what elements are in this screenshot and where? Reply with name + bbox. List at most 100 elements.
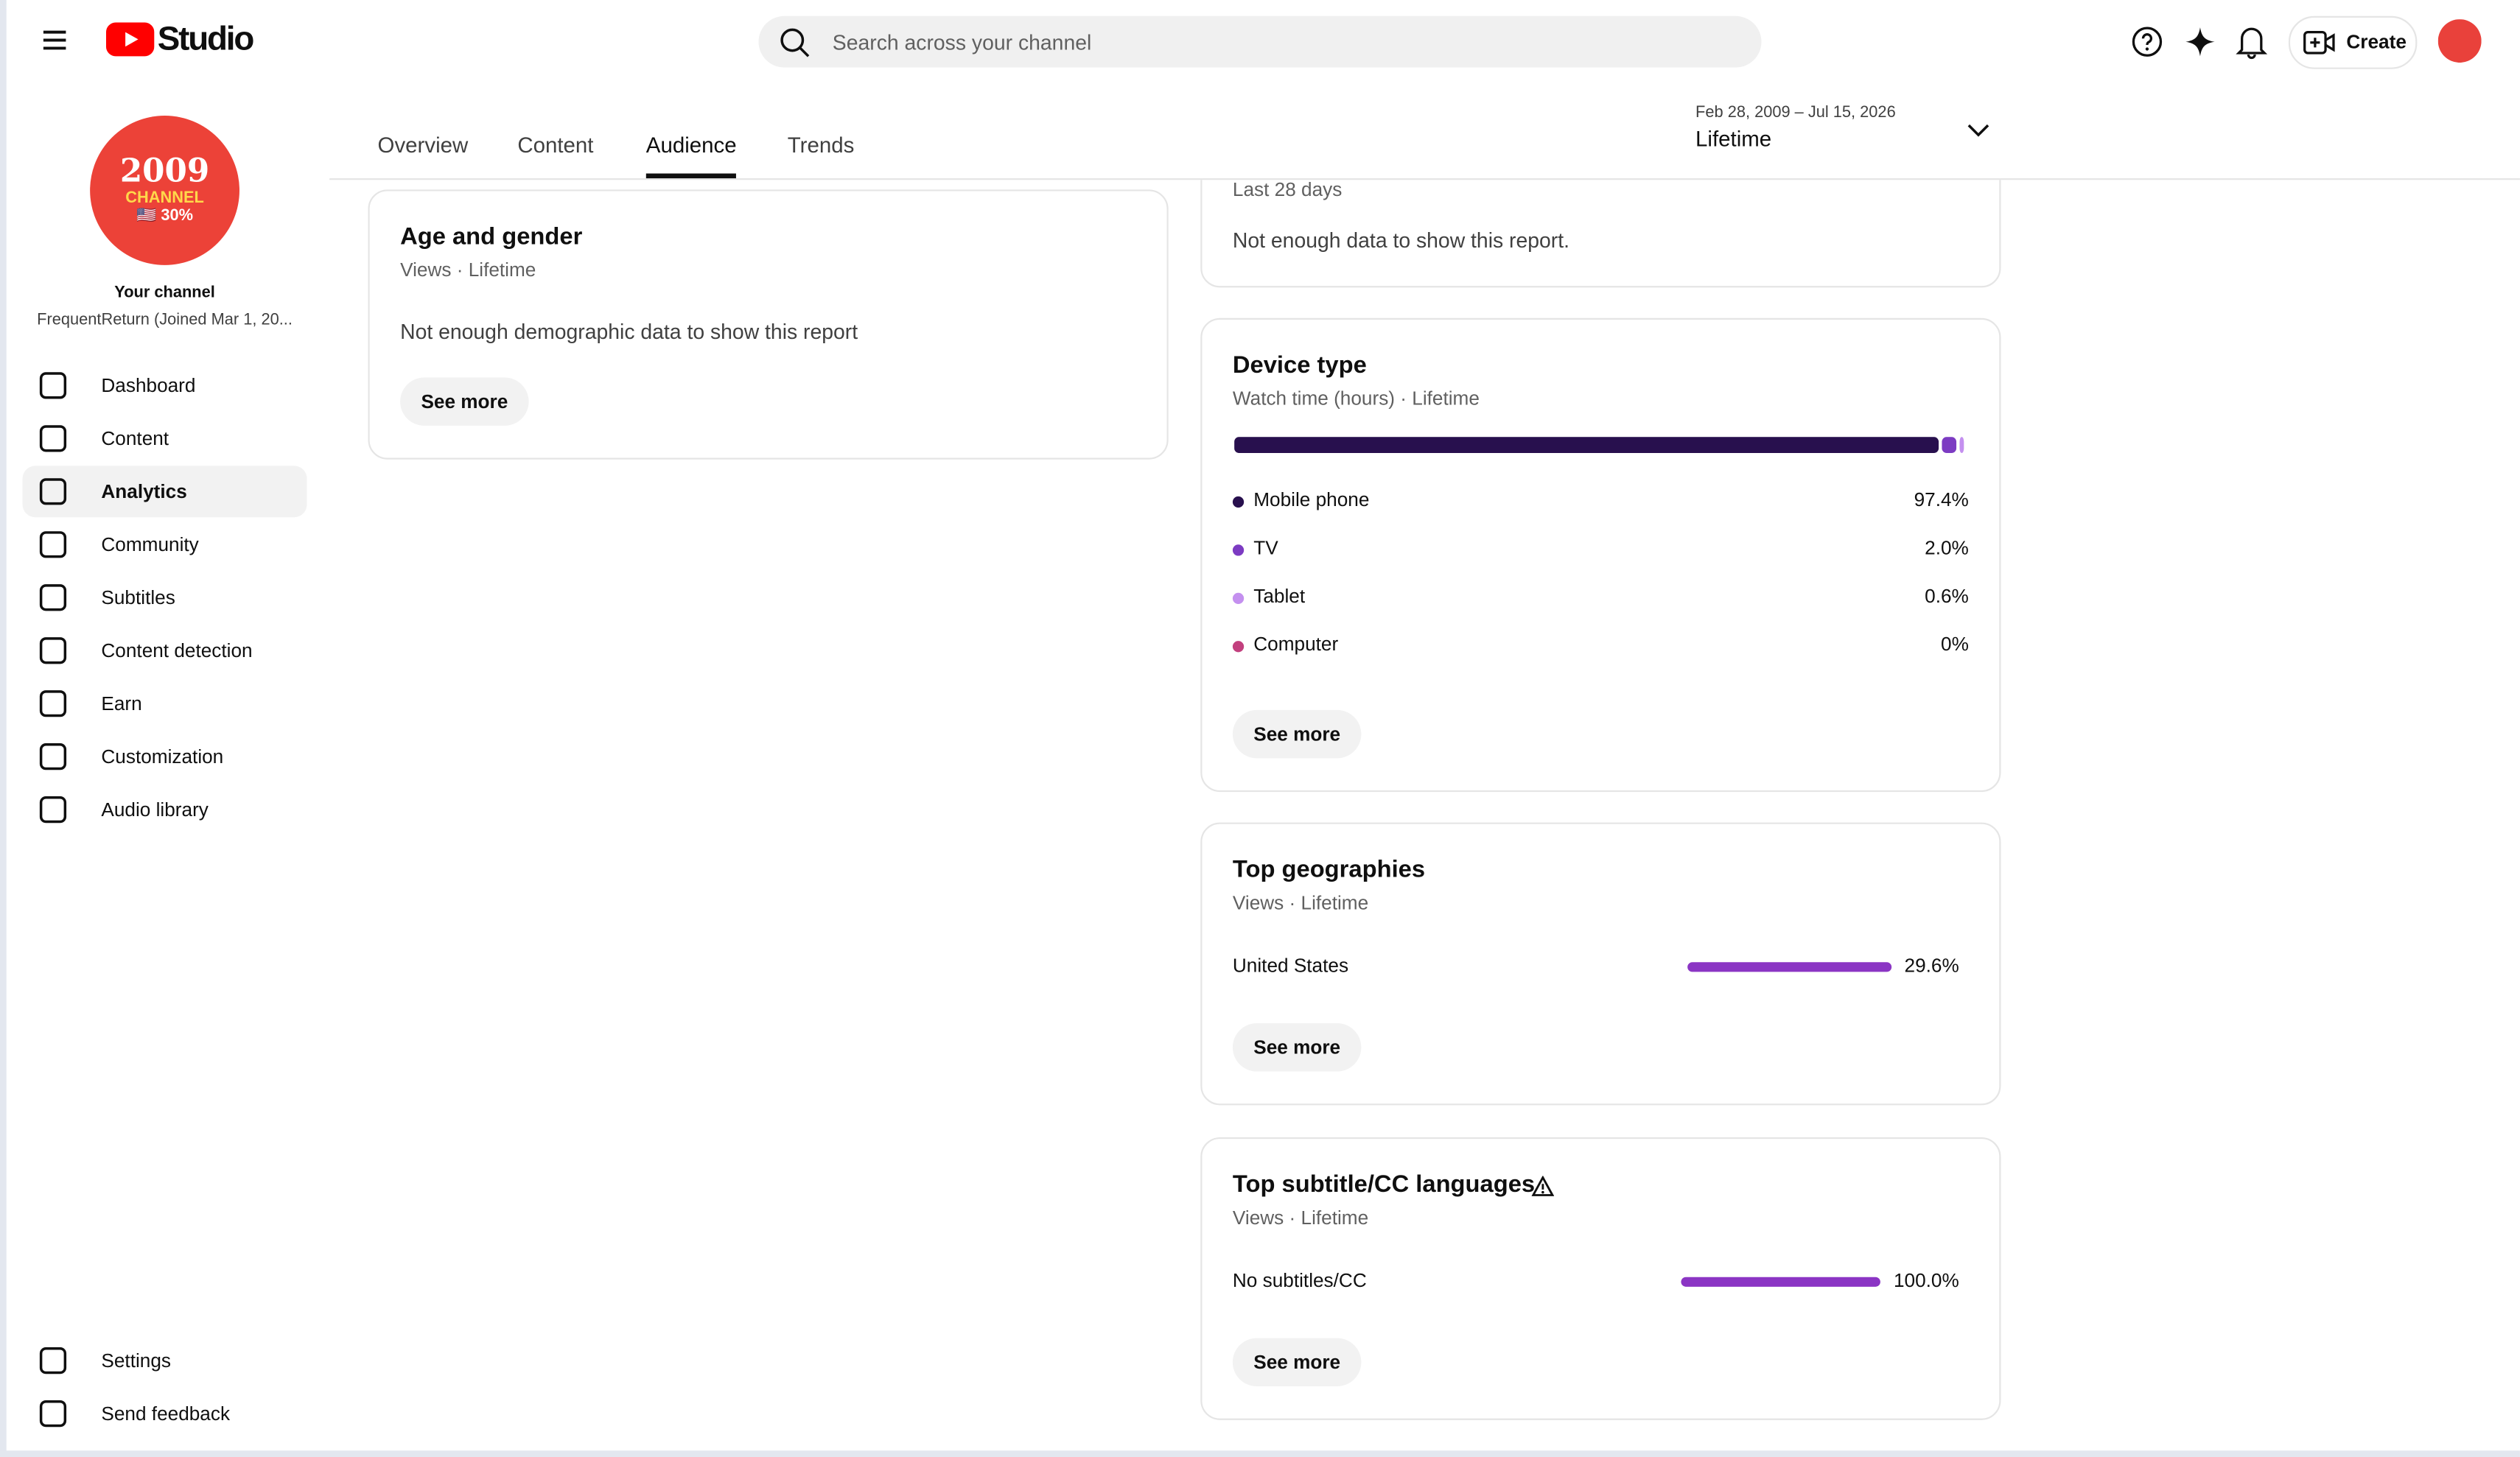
card-subtitle: Views · Lifetime	[400, 259, 536, 281]
see-more-button[interactable]: See more	[400, 377, 529, 426]
legend-value: 2.0%	[1925, 536, 1969, 559]
legend-value: 97.4%	[1914, 488, 1969, 511]
legend-name: Computer	[1253, 633, 1339, 656]
frame-bottom	[0, 1450, 2520, 1457]
nav-icon-shape	[39, 1347, 67, 1375]
legend-row: TV 2.0%	[1232, 536, 1969, 565]
nav-label: Settings	[101, 1349, 171, 1372]
logo-text: Studio	[157, 21, 255, 58]
nav-icon	[39, 531, 67, 558]
legend-dot	[1232, 592, 1245, 604]
nav-label: Subtitles	[101, 586, 175, 609]
channel-name: FrequentReturn (Joined Mar 1, 20...	[37, 312, 293, 330]
nav-icon	[39, 1347, 67, 1375]
card-device: Device type Watch time (hours) · Lifetim…	[1200, 317, 2001, 793]
row-value: 29.6%	[1904, 954, 1959, 977]
avatar-line: CHANNEL	[125, 189, 204, 208]
nav-item[interactable]: Content detection	[23, 625, 307, 676]
frame-left	[0, 0, 7, 1457]
row-value: 100.0%	[1893, 1268, 1959, 1292]
nav-label: Dashboard	[101, 374, 196, 397]
tab[interactable]: Content	[517, 133, 594, 158]
date-range: Feb 28, 2009 – Jul 15, 2026	[1695, 104, 1896, 122]
nav-icon-shape	[39, 372, 67, 399]
nav-icon-shape	[39, 743, 67, 770]
legend-name: Tablet	[1253, 584, 1306, 608]
nav-label: Community	[101, 533, 199, 556]
card-age-gender: Age and gender Views · Lifetime Not enou…	[368, 189, 1169, 460]
create-icon	[2303, 30, 2335, 55]
ai-button[interactable]	[2184, 26, 2216, 58]
see-more-button[interactable]: See more	[1232, 1023, 1362, 1072]
nav-item[interactable]: Community	[23, 519, 307, 570]
nav-icon	[39, 637, 67, 664]
notifications-button[interactable]	[2236, 24, 2268, 60]
see-more-button[interactable]: See more	[1232, 1338, 1362, 1387]
list-row: No subtitles/CC 100.0%	[1233, 1269, 1959, 1298]
youtube-logo[interactable]	[105, 22, 155, 58]
nav-icon	[39, 478, 67, 505]
nav-label: Content detection	[101, 639, 253, 662]
channel-label: Your channel	[114, 284, 215, 302]
nav-item[interactable]: Send feedback	[23, 1388, 307, 1439]
legend-row: Computer 0%	[1232, 633, 1969, 661]
nav-icon	[39, 425, 67, 452]
nav-label: Earn	[101, 692, 142, 715]
nav-item[interactable]: Audio library	[23, 784, 307, 835]
channel-avatar[interactable]: 2009 CHANNEL 🇺🇸 30%	[90, 116, 239, 265]
legend-name: Mobile phone	[1253, 488, 1370, 511]
tab-bar	[329, 83, 2520, 180]
nav-item[interactable]: Analytics	[22, 466, 307, 518]
nav-item[interactable]: Customization	[23, 731, 307, 782]
create-button[interactable]: Create	[2288, 15, 2418, 69]
nav-label: Customization	[101, 745, 224, 768]
nav-label: Send feedback	[101, 1402, 231, 1425]
device-segment	[1942, 437, 1957, 453]
date-dropdown[interactable]	[1967, 122, 1990, 138]
card-subtitles: Top subtitle/CC languages Views · Lifeti…	[1200, 1137, 2001, 1420]
avatar-line: 2009	[119, 150, 210, 190]
nav-icon-shape	[39, 690, 67, 717]
search-placeholder: Search across your channel	[832, 30, 1092, 55]
legend-name: TV	[1253, 536, 1278, 559]
nav-icon	[39, 1400, 67, 1428]
nav-icon-shape	[39, 796, 67, 824]
nav-item[interactable]: Content	[23, 412, 307, 464]
date-period[interactable]: Lifetime	[1695, 127, 1772, 151]
account-avatar[interactable]	[2437, 19, 2482, 63]
nav-item[interactable]: Earn	[23, 678, 307, 729]
list-row: United States 29.6%	[1233, 954, 1959, 983]
legend-dot	[1232, 544, 1245, 556]
card-subtitle: Views · Lifetime	[1232, 891, 1369, 914]
card-message: Not enough demographic data to show this…	[400, 319, 858, 344]
menu-button[interactable]	[42, 27, 68, 53]
nav-icon-shape	[39, 584, 67, 611]
nav-icon	[39, 743, 67, 770]
nav-item[interactable]: Settings	[23, 1335, 307, 1386]
help-button[interactable]	[2131, 26, 2163, 58]
nav-icon-shape	[39, 531, 67, 558]
tab[interactable]: Audience	[645, 133, 737, 158]
tab[interactable]: Trends	[787, 133, 855, 158]
nav-item[interactable]: Subtitles	[23, 572, 307, 623]
card-title: Age and gender	[400, 223, 583, 251]
row-name: United States	[1232, 954, 1349, 977]
card-title: Device type	[1232, 351, 1367, 379]
legend-value: 0%	[1941, 633, 1969, 656]
nav-icon	[39, 372, 67, 399]
see-more-button[interactable]: See more	[1232, 709, 1362, 759]
nav-label: Audio library	[101, 798, 209, 821]
legend-dot	[1232, 496, 1245, 508]
card-subtitle: Watch time (hours) · Lifetime	[1232, 387, 1480, 410]
device-bar	[1234, 437, 1964, 453]
create-label: Create	[2346, 30, 2407, 53]
nav-item[interactable]: Dashboard	[23, 359, 307, 411]
warning-icon[interactable]	[1531, 1176, 1555, 1196]
card-geographies: Top geographies Views · Lifetime United …	[1200, 822, 2001, 1106]
tab[interactable]: Overview	[377, 133, 469, 158]
search-icon	[780, 28, 810, 57]
search-box[interactable]: Search across your channel	[758, 15, 1762, 68]
device-segment	[1959, 437, 1964, 453]
card-subtitle: Views · Lifetime	[1232, 1206, 1369, 1229]
